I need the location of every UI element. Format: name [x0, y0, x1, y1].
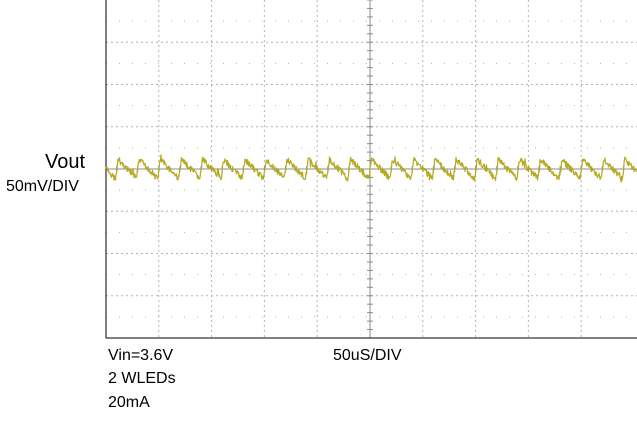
condition-current-label: 20mA: [108, 394, 150, 411]
vout-trace: [105, 154, 637, 183]
condition-leds-label: 2 WLEDs: [108, 370, 176, 387]
time-scale-label: 50uS/DIV: [333, 347, 402, 364]
channel-name-label: Vout: [45, 151, 86, 173]
grid: [105, 0, 637, 339]
channel-scale-label: 50mV/DIV: [6, 178, 79, 195]
condition-vin-label: Vin=3.6V: [108, 347, 174, 364]
trace-layer: [105, 154, 637, 183]
